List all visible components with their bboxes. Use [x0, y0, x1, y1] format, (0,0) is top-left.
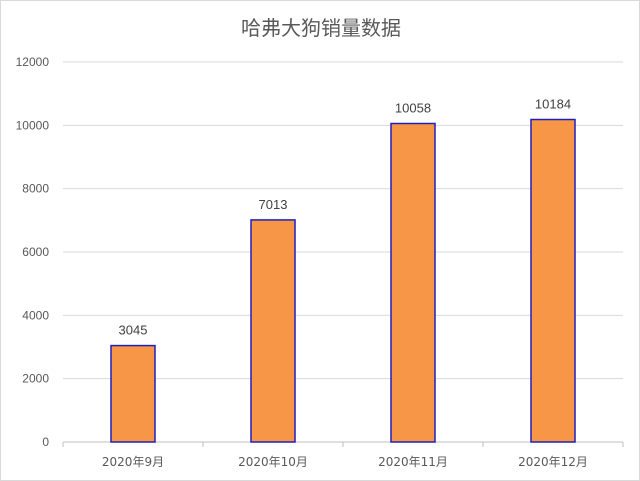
bar-value-label: 7013	[259, 197, 288, 212]
y-tick-label: 10000	[16, 118, 50, 132]
bars	[110, 118, 576, 443]
x-category-label: 2020年12月	[518, 455, 588, 469]
y-tick-label: 8000	[22, 182, 49, 196]
bar-value-label: 3045	[119, 323, 148, 338]
bar	[110, 344, 156, 443]
data-labels: 3045 7013 10058 10184	[119, 97, 572, 338]
y-axis-ticks: 0 2000 4000 6000 8000 10000 12000	[16, 55, 50, 449]
x-category-label: 2020年10月	[238, 455, 308, 469]
gridlines	[62, 61, 624, 447]
bar-value-label: 10058	[395, 100, 431, 115]
bar	[250, 219, 296, 443]
chart-title: 哈弗大狗销量数据	[241, 16, 401, 40]
y-tick-label: 4000	[22, 308, 49, 322]
x-category-label: 2020年9月	[102, 455, 164, 469]
y-tick-label: 0	[42, 435, 49, 449]
x-axis-categories: 2020年9月 2020年10月 2020年11月 2020年12月	[102, 455, 588, 469]
bar	[390, 122, 436, 443]
bar-value-label: 10184	[535, 97, 571, 112]
y-tick-label: 2000	[22, 372, 49, 386]
x-category-label: 2020年11月	[378, 455, 448, 469]
bar	[530, 118, 576, 443]
y-tick-label: 6000	[22, 245, 49, 259]
y-tick-label: 12000	[16, 55, 50, 69]
